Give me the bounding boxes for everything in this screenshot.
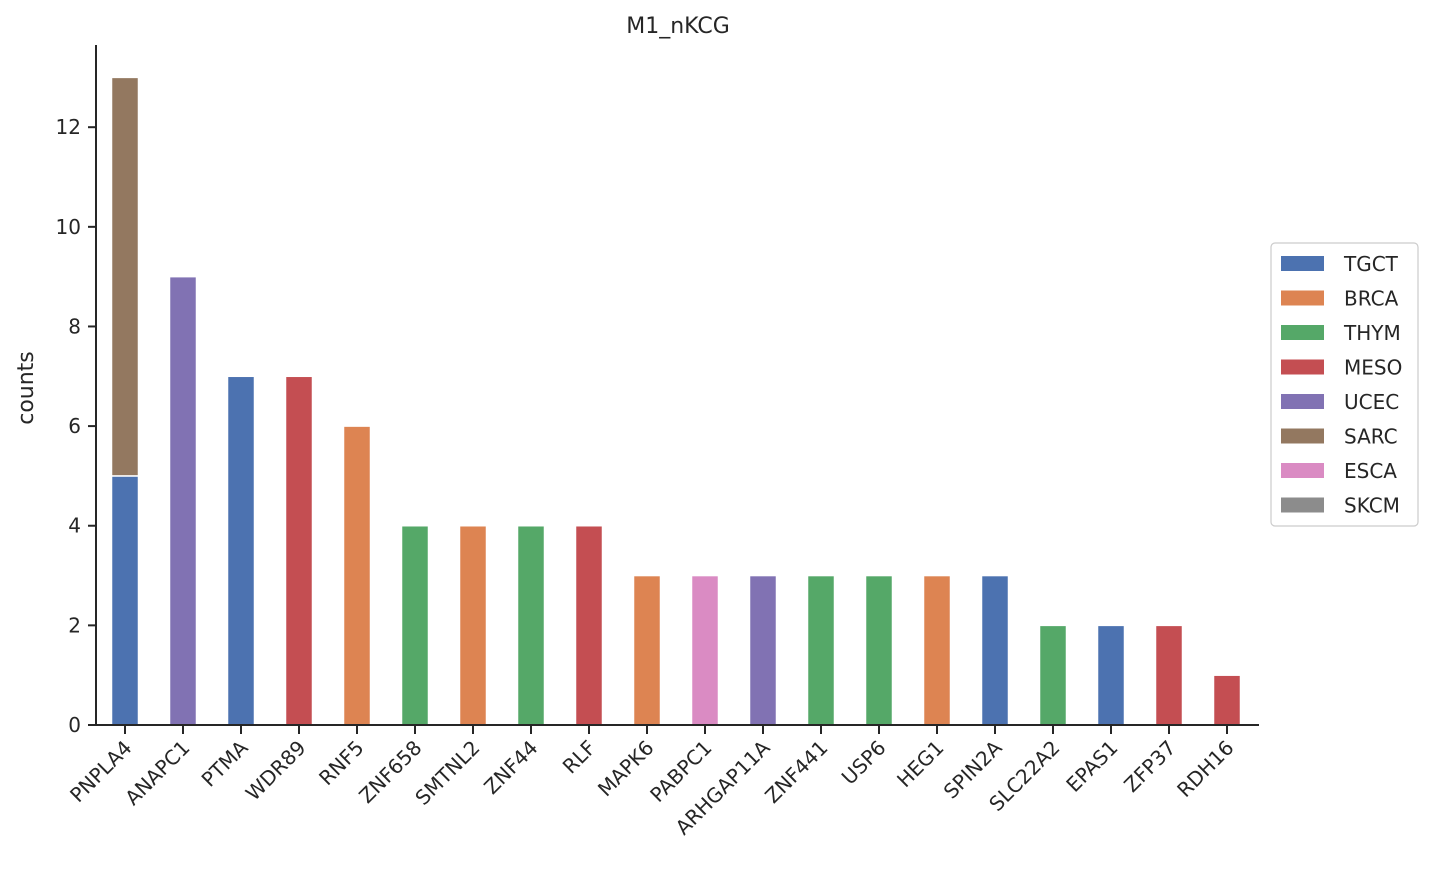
legend-swatch-meso: [1281, 359, 1324, 375]
chart-title: M1_nKCG: [626, 14, 730, 39]
y-tick-label: 8: [68, 314, 81, 338]
legend-label-esca: ESCA: [1344, 459, 1397, 483]
x-tick-label: ANAPC1: [120, 736, 194, 810]
legend-swatch-esca: [1281, 463, 1324, 478]
y-axis-label: counts: [14, 351, 39, 425]
bars-layer: [110, 76, 1242, 726]
x-tick-label: RLF: [558, 736, 601, 779]
bar-mapk6-brca: [632, 574, 662, 726]
legend-box: [1270, 242, 1419, 527]
legend-label-meso: MESO: [1344, 356, 1402, 380]
x-tick-label: WDR89: [241, 736, 311, 806]
x-tick-label: ZNF44: [479, 736, 542, 799]
x-tick-label: SMTNL2: [410, 736, 484, 810]
legend-label-tgct: TGCT: [1343, 252, 1399, 276]
bar-ptma-tgct: [226, 375, 256, 726]
x-tick-label: PTMA: [197, 735, 253, 791]
bar-usp6-thym: [864, 574, 894, 726]
bar-rlf-meso: [574, 524, 604, 726]
x-tick-label: RNF5: [314, 736, 369, 791]
x-tick-label: USP6: [837, 736, 891, 790]
legend-swatch-skcm: [1281, 497, 1324, 513]
bar-pabpc1-esca: [690, 574, 720, 726]
bar-slc22a2-thym: [1038, 624, 1068, 726]
legend-swatch-sarc: [1281, 428, 1324, 444]
legend-swatch-tgct: [1281, 256, 1324, 271]
bar-rnf5-brca: [342, 425, 372, 726]
y-tick-label: 10: [56, 215, 81, 239]
x-tick-label: ZNF441: [760, 736, 832, 808]
bar-znf658-thym: [400, 524, 430, 726]
y-tick-label: 4: [68, 514, 81, 538]
x-tick-label: ZFP37: [1119, 736, 1180, 797]
legend-label-ucec: UCEC: [1344, 390, 1399, 414]
bar-zfp37-meso: [1154, 624, 1184, 726]
y-tick-label: 0: [68, 713, 81, 737]
bar-rdh16-meso: [1212, 674, 1242, 726]
bar-znf44-thym: [516, 524, 546, 726]
bar-epas1-tgct: [1096, 624, 1126, 726]
bar-pnpla4-tgct: [110, 475, 140, 726]
y-tick-label: 6: [68, 414, 81, 438]
bar-wdr89-meso: [284, 375, 314, 726]
legend-swatch-thym: [1281, 325, 1324, 340]
legend-label-thym: THYM: [1343, 321, 1401, 345]
y-tick-label: 12: [56, 115, 81, 139]
bar-arhgap11a-ucec: [748, 574, 778, 726]
x-tick-label: HEG1: [892, 736, 949, 793]
legend-label-brca: BRCA: [1344, 287, 1399, 311]
bar-spin2a-tgct: [980, 574, 1010, 726]
legend-label-skcm: SKCM: [1344, 494, 1400, 518]
legend: TGCT BRCA THYM MESO UCEC SARC ESCA SKCM: [1270, 242, 1419, 527]
x-tick-label: RDH16: [1172, 736, 1238, 802]
bar-anapc1-ucec: [168, 275, 198, 726]
bar-znf441-thym: [806, 574, 836, 726]
legend-swatch-ucec: [1281, 394, 1324, 409]
legend-swatch-brca: [1281, 290, 1324, 306]
legend-label-sarc: SARC: [1344, 425, 1398, 449]
y-tick-label: 2: [68, 613, 81, 637]
bar-smtnl2-brca: [458, 524, 488, 726]
x-tick-label: EPAS1: [1061, 736, 1122, 797]
bar-pnpla4-sarc: [110, 76, 140, 477]
bar-heg1-brca: [922, 574, 952, 726]
